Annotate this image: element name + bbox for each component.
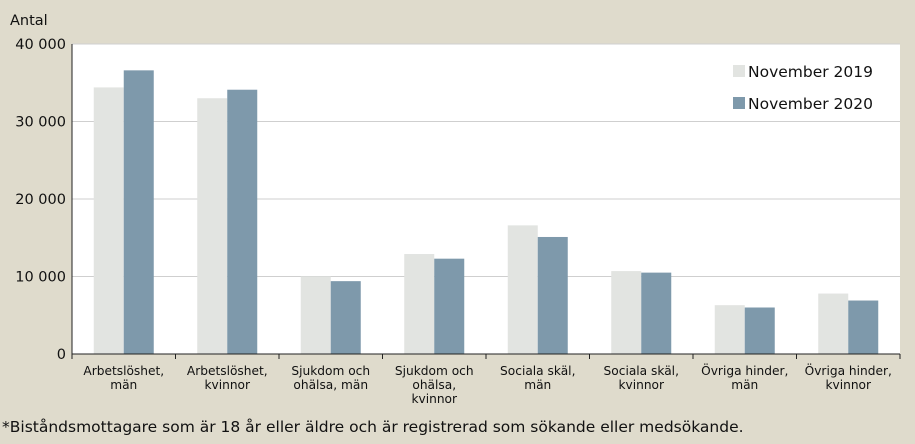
bar-2019 <box>507 225 538 354</box>
bar-2019 <box>611 271 642 354</box>
bar-2020 <box>330 281 361 354</box>
bar-2020 <box>434 258 465 354</box>
y-tick-label: 20 000 <box>15 192 66 208</box>
legend-label: November 2020 <box>748 95 873 113</box>
footnote: *Biståndsmottagare som är 18 år eller äl… <box>2 418 744 436</box>
bars <box>93 70 879 355</box>
x-tick-label: kvinnor <box>411 392 458 406</box>
x-tick-label: Övriga hinder, <box>701 362 788 378</box>
bar-2019 <box>300 276 331 354</box>
y-tick-label: 30 000 <box>15 115 66 131</box>
legend-swatch <box>733 65 745 77</box>
y-tick-label: 40 000 <box>15 37 66 53</box>
x-tick-label: Övriga hinder, <box>805 362 892 378</box>
bar-2020 <box>641 272 672 354</box>
x-tick-label: kvinnor <box>825 378 872 392</box>
x-ticks <box>71 354 901 359</box>
x-tick-label: män <box>110 378 137 392</box>
legend: November 2019 November 2020 <box>733 63 873 113</box>
x-tick-label: kvinnor <box>618 378 665 392</box>
x-tick-label: Sociala skäl, <box>604 364 679 378</box>
bar-2019 <box>197 98 228 354</box>
bar-2019 <box>818 293 849 354</box>
bar-2020 <box>848 300 879 354</box>
bar-2019 <box>93 87 124 355</box>
x-tick-label: Arbetslöshet, <box>187 364 268 378</box>
y-tick-label: 0 <box>57 347 66 363</box>
x-tick-label: Sjukdom och <box>291 364 370 378</box>
x-tick-label: ohälsa, män <box>293 378 368 392</box>
x-tick-label: Sociala skäl, <box>500 364 575 378</box>
y-tick-labels: 0 10 000 20 000 30 000 40 000 <box>15 37 66 363</box>
x-tick-label: ohälsa, <box>412 378 456 392</box>
x-tick-labels: Arbetslöshet,mänArbetslöshet,kvinnorSjuk… <box>83 362 892 406</box>
bar-2020 <box>227 89 258 354</box>
bar-2020 <box>744 307 775 354</box>
y-tick-label: 10 000 <box>15 270 66 286</box>
x-tick-label: Arbetslöshet, <box>83 364 164 378</box>
x-tick-label: män <box>524 378 551 392</box>
x-tick-label: Sjukdom och <box>395 364 474 378</box>
legend-label: November 2019 <box>748 63 873 81</box>
legend-swatch <box>733 97 745 109</box>
x-tick-label: män <box>731 378 758 392</box>
y-axis-label: Antal <box>10 13 48 29</box>
bar-2020 <box>123 70 154 354</box>
bar-2020 <box>537 236 568 354</box>
x-tick-label: kvinnor <box>204 378 251 392</box>
bar-2019 <box>404 254 435 354</box>
bar-2019 <box>714 305 745 354</box>
